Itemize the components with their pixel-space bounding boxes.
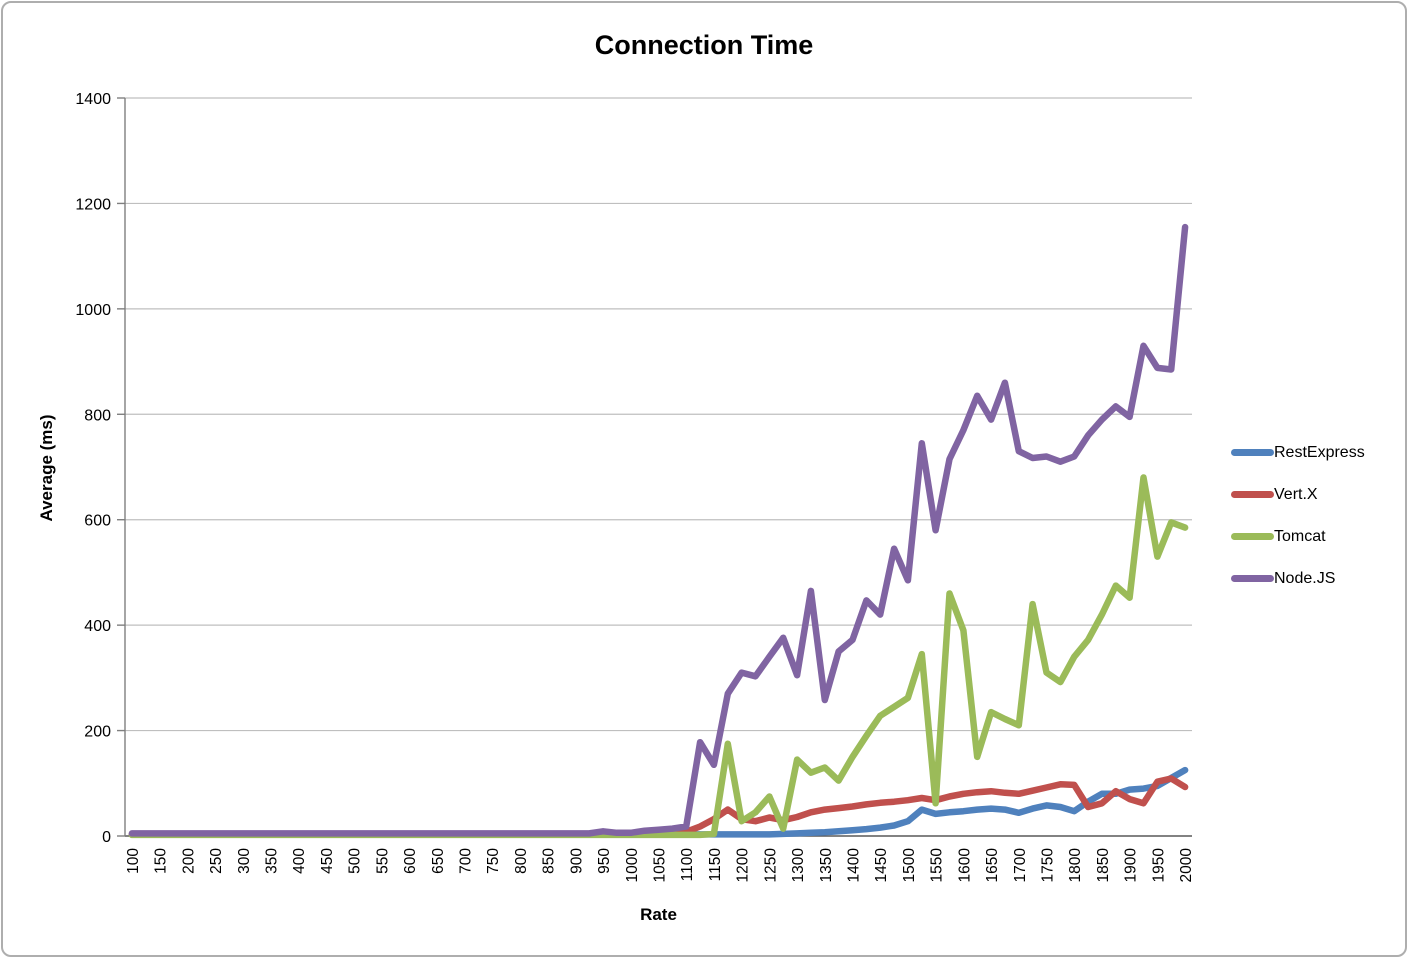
series-line-Node.JS <box>128 223 1189 837</box>
legend-label: Node.JS <box>1274 570 1336 587</box>
legend-item-RestExpress: RestExpress <box>1231 440 1365 465</box>
x-tick-label: 1000 <box>624 848 641 883</box>
x-tick-label: 1900 <box>1123 848 1140 883</box>
chart-title: Connection Time <box>594 30 814 60</box>
legend-swatch <box>1231 491 1274 498</box>
x-tick-label: 1700 <box>1012 848 1029 883</box>
x-tick-label: 1850 <box>1095 848 1112 883</box>
series-line-RestExpress <box>128 766 1189 838</box>
legend-swatch <box>1231 533 1274 540</box>
x-tick-label: 1150 <box>707 848 724 882</box>
x-tick-label: 250 <box>208 848 225 874</box>
legend-label: RestExpress <box>1274 444 1365 461</box>
x-tick-label: 350 <box>264 848 281 874</box>
x-tick-label: 2000 <box>1178 848 1195 883</box>
series-line-Vert.X <box>128 775 1189 838</box>
x-tick-label: 1050 <box>652 848 669 883</box>
legend: RestExpress Vert.X Tomcat Node.JS <box>1231 440 1365 608</box>
x-tick-label: 1400 <box>846 848 863 883</box>
legend-item-Node.JS: Node.JS <box>1231 566 1365 591</box>
x-tick-label: 150 <box>153 848 170 874</box>
x-tick-label: 1800 <box>1067 848 1084 883</box>
y-tick-label: 800 <box>84 407 111 424</box>
x-tick-label: 700 <box>458 848 475 874</box>
x-tick-label: 200 <box>180 848 197 874</box>
x-tick-label: 1250 <box>762 848 779 883</box>
y-tick-label: 0 <box>102 829 111 846</box>
x-tick-label: 300 <box>236 848 253 874</box>
legend-label: Vert.X <box>1274 486 1318 503</box>
x-tick-label: 1200 <box>735 848 752 883</box>
x-tick-label: 1100 <box>679 848 696 882</box>
x-axis-title: Rate <box>640 905 677 924</box>
y-tick-label: 1000 <box>75 302 111 319</box>
x-tick-label: 1300 <box>790 848 807 883</box>
y-tick-label: 600 <box>84 513 111 530</box>
x-tick-label: 1950 <box>1150 848 1167 883</box>
x-tick-label: 800 <box>513 848 530 874</box>
x-tick-label: 600 <box>402 848 419 874</box>
x-tick-label: 100 <box>125 848 142 874</box>
x-tick-label: 850 <box>541 848 558 874</box>
x-tick-label: 550 <box>374 848 391 874</box>
y-tick-label: 200 <box>84 724 111 741</box>
x-tick-label: 500 <box>347 848 364 874</box>
y-tick-label: 1400 <box>75 91 111 108</box>
series-line-Tomcat <box>128 474 1189 839</box>
x-tick-label: 1600 <box>956 848 973 883</box>
x-tick-label: 1550 <box>929 848 946 883</box>
x-tick-label: 1500 <box>901 848 918 883</box>
y-tick-label: 400 <box>84 618 111 635</box>
x-tick-label: 1750 <box>1040 848 1057 883</box>
x-tick-label: 450 <box>319 848 336 874</box>
x-tick-label: 1350 <box>818 848 835 883</box>
legend-item-Tomcat: Tomcat <box>1231 524 1365 549</box>
x-tick-label: 900 <box>568 848 585 874</box>
x-tick-label: 650 <box>430 848 447 874</box>
x-tick-label: 1450 <box>873 848 890 883</box>
legend-swatch <box>1231 575 1274 582</box>
x-tick-label: 400 <box>291 848 308 874</box>
x-tick-label: 950 <box>596 848 613 874</box>
x-tick-label: 750 <box>485 848 502 874</box>
x-tick-label: 1650 <box>984 848 1001 883</box>
legend-item-Vert.X: Vert.X <box>1231 482 1365 507</box>
y-tick-label: 1200 <box>75 196 111 213</box>
legend-swatch <box>1231 449 1274 456</box>
legend-label: Tomcat <box>1274 528 1326 545</box>
